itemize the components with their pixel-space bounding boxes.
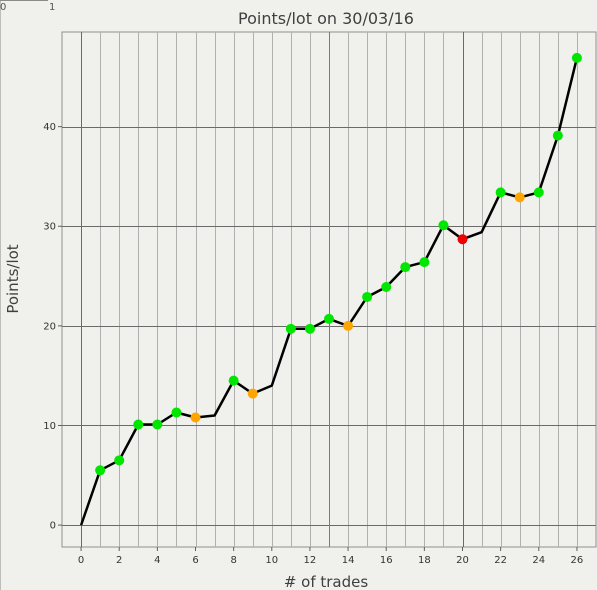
data-point-gain: [533, 187, 544, 198]
data-point-gain: [304, 323, 315, 334]
data-point-gain: [400, 262, 411, 273]
x-tick-label: 26: [571, 555, 584, 566]
data-point-gain: [438, 220, 449, 231]
x-tick-label: 12: [304, 555, 317, 566]
data-point-gain: [571, 52, 582, 63]
x-tick-label: 8: [230, 555, 236, 566]
data-point-gain: [228, 375, 239, 386]
data-point-breakeven: [514, 192, 525, 203]
x-tick-label: 24: [532, 555, 545, 566]
y-tick-label: 0: [50, 521, 56, 532]
x-axis-label: # of trades: [284, 573, 369, 590]
x-tick-label: 10: [265, 555, 278, 566]
y-tick-label: 30: [43, 222, 56, 233]
x-tick-label: 14: [342, 555, 355, 566]
y-tick-label: 40: [43, 122, 56, 133]
data-point-gain: [114, 455, 125, 466]
data-point-gain: [285, 323, 296, 334]
data-point-gain: [495, 187, 506, 198]
data-point-breakeven: [247, 388, 258, 399]
corner-label-right: 1: [49, 2, 56, 13]
data-point-gain: [324, 313, 334, 324]
x-tick-label: 18: [418, 555, 431, 566]
data-point-loss: [457, 234, 468, 245]
data-point-gain: [552, 130, 563, 141]
y-axis-label: Points/lot: [4, 244, 22, 313]
y-tick-label: 10: [43, 421, 56, 432]
data-point-markers: [95, 52, 582, 476]
x-tick-label: 2: [116, 555, 122, 566]
data-point-gain: [152, 419, 163, 430]
x-tick-label: 16: [380, 555, 393, 566]
data-point-gain: [95, 465, 106, 476]
data-point-gain: [381, 282, 392, 293]
grid-layer: [61, 31, 597, 548]
corner-label-left: 0: [0, 2, 7, 13]
data-point-gain: [171, 407, 182, 418]
y-tick-label: 20: [43, 321, 56, 332]
data-point-breakeven: [343, 320, 354, 331]
x-tick-label: 22: [494, 555, 507, 566]
data-point-gain: [362, 291, 373, 302]
data-point-gain: [133, 419, 144, 430]
x-tick-label: 4: [154, 555, 160, 566]
data-point-gain: [419, 257, 430, 268]
x-tick-label: 6: [192, 555, 198, 566]
x-tick-label: 0: [78, 555, 84, 566]
x-tick-label: 20: [456, 555, 469, 566]
chart-title: Points/lot on 30/03/16: [238, 9, 414, 28]
data-point-breakeven: [190, 412, 201, 423]
